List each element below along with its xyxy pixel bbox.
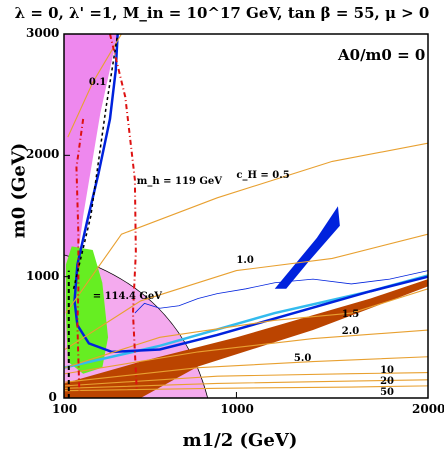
x-tick-label-0: 100 [52, 402, 78, 416]
y-tick-label-0: 0 [48, 390, 57, 404]
corner-label: A0/m0 = 0 [338, 46, 426, 64]
ch-label-7: 20 [380, 376, 395, 388]
higgs-label-0: m_h = 119 GeV [136, 176, 223, 188]
y-tick-label-3: 3000 [26, 26, 60, 40]
ch-label-4: 2.0 [341, 326, 360, 338]
ch-contour-6 [64, 371, 428, 387]
x-axis-label: m1/2 (GeV) [182, 430, 298, 451]
stau-dashed-line [72, 33, 119, 289]
ch-contour-1 [65, 142, 428, 314]
ch-contour-2 [64, 233, 428, 350]
ch-contour-8 [64, 385, 428, 392]
higgs-label-1: = 114.4 GeV [92, 291, 163, 303]
chart-title: λ = 0, λ' =1, M_in = 10^17 GeV, tan β = … [14, 4, 430, 22]
ch-label-5: 5.0 [293, 353, 312, 365]
plot-frame [63, 33, 429, 399]
region-charged-lsp [64, 34, 118, 374]
ch-contour-5 [64, 356, 428, 383]
ch-label-3: 1.5 [341, 309, 360, 321]
ch-contour-0 [67, 34, 122, 138]
higgs-contour-0 [109, 34, 138, 391]
ch-contour-7 [64, 379, 428, 389]
wmap-scatter [134, 270, 429, 314]
x-tick-label-1: 1000 [220, 402, 254, 416]
ch-label-0: 0.1 [88, 76, 107, 88]
ch-label-2: 1.0 [236, 254, 254, 266]
ch-label-8: 50 [380, 387, 395, 399]
ch-label-6: 10 [380, 365, 395, 377]
x-tick-label-2: 2000 [412, 402, 444, 416]
region-bsg-excluded [64, 279, 428, 398]
ch-label-1: c_H = 0.5 [236, 169, 290, 181]
higgs-contour-1 [75, 118, 85, 391]
ch-contour-3 [64, 288, 428, 369]
y-tick-label-1: 1000 [26, 268, 60, 283]
region-lep-chargino [65, 246, 109, 374]
y-tick-label-2: 2000 [26, 147, 60, 162]
ch-contour-4 [64, 329, 428, 375]
wmap-funnel [274, 206, 340, 289]
